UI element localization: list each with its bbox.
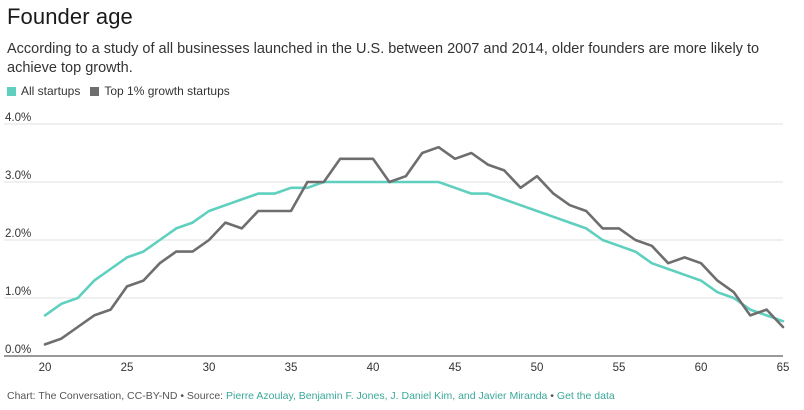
y-tick-label: 1.0% <box>5 286 31 298</box>
y-tick-label: 4.0% <box>5 112 31 124</box>
x-tick-label: 55 <box>613 362 626 374</box>
line-chart: 0.0% 1.0% 2.0% 3.0% 4.0% 20 25 30 35 40 45 50 55 60 65 <box>4 112 790 374</box>
series-line-top-growth <box>43 145 785 346</box>
footer-source-link[interactable]: Pierre Azoulay, Benjamin F. Jones, J. Da… <box>226 390 548 402</box>
legend-item-all-startups[interactable]: All startups <box>7 84 80 98</box>
legend-swatch-all-startups <box>7 86 16 96</box>
x-tick-label: 45 <box>449 362 462 374</box>
y-tick-label: 0.0% <box>5 344 31 356</box>
x-tick-label: 20 <box>39 362 52 374</box>
x-tick-label: 25 <box>121 362 134 374</box>
series-line-all-startups <box>43 180 785 323</box>
chart-title: Founder age <box>7 4 133 29</box>
x-tick-label: 65 <box>777 362 790 374</box>
legend-label-all-startups: All startups <box>21 84 81 98</box>
y-tick-label: 3.0% <box>5 170 31 182</box>
footer-credit: Chart: The Conversation, CC-BY-ND • Sour… <box>7 390 227 402</box>
legend-swatch-top-growth <box>90 86 100 96</box>
x-tick-label: 50 <box>531 362 544 374</box>
chart-subtitle: According to a study of all businesses l… <box>7 41 760 76</box>
get-data-link[interactable]: Get the data <box>556 390 615 402</box>
legend-item-top-growth[interactable]: Top 1% growth startups <box>90 84 230 98</box>
x-tick-label: 40 <box>367 362 380 374</box>
footer-separator: • <box>547 390 557 402</box>
x-tick-label: 35 <box>285 362 298 374</box>
x-tick-label: 60 <box>695 362 708 374</box>
legend: All startups Top 1% growth startups <box>7 84 240 98</box>
x-tick-label: 30 <box>203 362 216 374</box>
legend-label-top-growth: Top 1% growth startups <box>104 84 230 98</box>
chart-footer: Chart: The Conversation, CC-BY-ND • Sour… <box>7 390 615 402</box>
y-tick-label: 2.0% <box>5 228 31 240</box>
